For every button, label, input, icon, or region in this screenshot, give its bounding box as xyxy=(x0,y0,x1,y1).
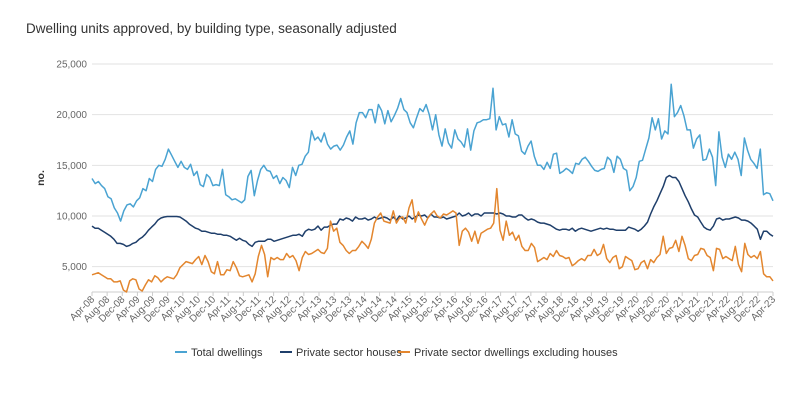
y-tick-label: 5,000 xyxy=(62,262,87,273)
legend: Total dwellings Private sector houses Priv… xyxy=(175,347,618,359)
series-line-2 xyxy=(91,174,774,248)
legend-label-3: Private sector dwellings excluding house… xyxy=(414,347,618,359)
y-tick-label: 20,000 xyxy=(56,110,87,121)
y-tick-label: 10,000 xyxy=(56,212,87,223)
legend-label-2: Private sector houses xyxy=(296,347,402,359)
axes: 5,00010,00015,00020,00025,000no.Apr-08Au… xyxy=(35,60,778,325)
y-tick-label: 15,000 xyxy=(56,161,87,172)
y-axis-label: no. xyxy=(35,170,47,186)
y-tick-label: 25,000 xyxy=(56,60,87,71)
series-line-3 xyxy=(91,187,774,293)
chart-title: Dwelling units approved, by building typ… xyxy=(26,21,397,36)
series-lines xyxy=(91,83,774,293)
series-line-1 xyxy=(91,83,774,222)
legend-label-1: Total dwellings xyxy=(191,347,263,359)
